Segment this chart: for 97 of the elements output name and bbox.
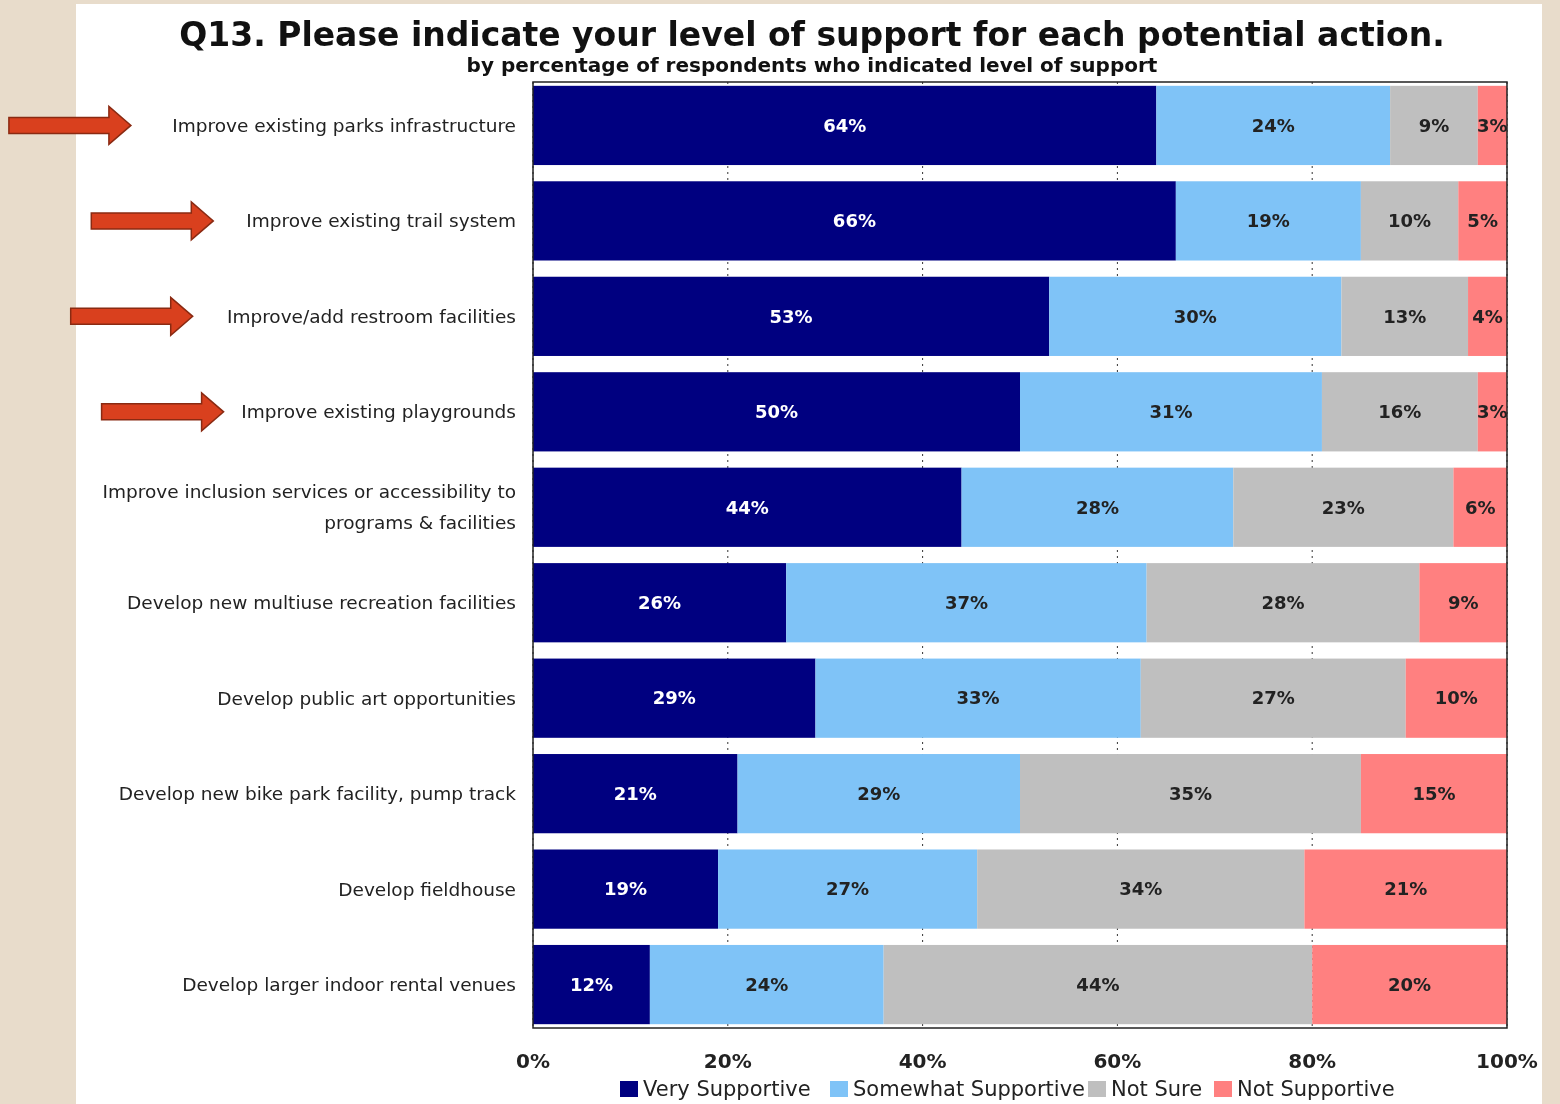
bar [718, 849, 978, 929]
data-label: 27% [1251, 687, 1295, 709]
data-label: 53% [769, 305, 813, 327]
data-label: 26% [638, 592, 682, 614]
data-label: 64% [823, 114, 867, 136]
y-tick-label: Improve existing parks infrastructure [172, 114, 516, 136]
bar [533, 181, 1176, 261]
data-label: 21% [613, 782, 657, 804]
y-tick-label: Develop fieldhouse [338, 878, 516, 900]
y-tick-label: Develop larger indoor rental venues [182, 974, 516, 996]
data-label: 21% [1384, 878, 1428, 900]
legend-label: Not Supportive [1237, 1077, 1395, 1101]
x-tick-label: 20% [703, 1049, 752, 1073]
data-label: 20% [1388, 973, 1432, 995]
legend-label: Not Sure [1111, 1077, 1203, 1101]
data-label: 13% [1383, 305, 1427, 327]
data-label: 24% [745, 973, 789, 995]
bar [1390, 85, 1478, 166]
data-label: 31% [1149, 401, 1193, 423]
bar [883, 944, 1313, 1025]
bar [1360, 754, 1507, 834]
bar [977, 849, 1305, 929]
y-tick-label: Develop new bike park facility, pump track [118, 783, 517, 805]
bar [1341, 276, 1469, 356]
bar [1453, 467, 1507, 547]
data-label: 29% [857, 782, 901, 804]
x-tick-label: 0% [516, 1049, 550, 1073]
data-label: 44% [725, 496, 769, 518]
y-tick-label: Develop public art opportunities [217, 687, 516, 709]
y-tick-label: Improve existing trail system [246, 210, 516, 232]
bar [1020, 372, 1322, 452]
data-label: 27% [826, 878, 870, 900]
data-label: 9% [1447, 592, 1479, 614]
legend-label: Very Supportive [643, 1077, 811, 1101]
bar [786, 563, 1147, 643]
bar [1419, 563, 1507, 643]
bar [1458, 181, 1507, 261]
data-label: 10% [1388, 210, 1432, 232]
bar [533, 467, 962, 547]
data-label: 28% [1075, 496, 1119, 518]
data-label: 37% [944, 592, 988, 614]
bar [1321, 372, 1478, 452]
bar [533, 754, 738, 834]
bar [533, 658, 816, 738]
bar [533, 276, 1050, 356]
data-label: 19% [603, 878, 648, 900]
legend-label: Somewhat Supportive [853, 1077, 1086, 1101]
bar [815, 658, 1141, 738]
x-tick-label: 60% [1093, 1049, 1142, 1073]
data-label: 15% [1412, 782, 1456, 804]
data-label: 4% [1472, 305, 1503, 327]
x-tick-label: 40% [898, 1049, 947, 1073]
bar [1405, 658, 1507, 738]
bar [533, 372, 1020, 452]
data-label: 12% [569, 973, 613, 995]
chart-subtitle: by percentage of respondents who indicated level of support [466, 53, 1158, 77]
bar [1304, 849, 1507, 929]
y-tick-label: Develop new multiuse recreation facilities [127, 592, 516, 614]
data-label: 66% [832, 210, 876, 232]
data-label: 28% [1261, 592, 1305, 614]
bar [1146, 563, 1420, 643]
x-tick-label: 100% [1476, 1049, 1538, 1073]
data-label: 5% [1467, 210, 1498, 232]
bar [1233, 467, 1454, 547]
data-label: 6% [1464, 496, 1496, 518]
y-tick-label: Improve inclusion services or accessibility to programs & facilities [102, 481, 516, 534]
data-label: 16% [1378, 401, 1422, 423]
bar [533, 563, 787, 643]
data-label: 9% [1418, 114, 1450, 136]
data-label: 34% [1119, 878, 1163, 900]
data-label: 29% [652, 687, 696, 709]
y-tick-label: Improve/add restroom facilities [226, 305, 516, 327]
bar [737, 754, 1020, 834]
bar [533, 944, 650, 1025]
x-tick-label: 80% [1288, 1049, 1337, 1073]
data-label: 50% [754, 401, 799, 423]
data-label: 44% [1076, 973, 1120, 995]
bar [1360, 181, 1459, 261]
data-label: 30% [1173, 305, 1217, 327]
data-label: 33% [956, 687, 1000, 709]
bar [1140, 658, 1406, 738]
data-label: 19% [1246, 210, 1290, 232]
data-label: 23% [1321, 496, 1365, 518]
y-tick-label: Improve existing playgrounds [241, 401, 516, 423]
bar [1049, 276, 1342, 356]
data-label: 10% [1434, 687, 1478, 709]
bar [1156, 85, 1391, 166]
bar [533, 85, 1157, 166]
bar [1175, 181, 1361, 261]
bar [649, 944, 884, 1025]
bar [533, 849, 719, 929]
data-label: 24% [1251, 114, 1295, 136]
bar [1312, 944, 1507, 1025]
bar [1020, 754, 1361, 834]
chart-title: Q13. Please indicate your level of support for each potential action. [179, 15, 1445, 54]
data-label: 35% [1168, 782, 1212, 804]
bar [961, 467, 1234, 547]
